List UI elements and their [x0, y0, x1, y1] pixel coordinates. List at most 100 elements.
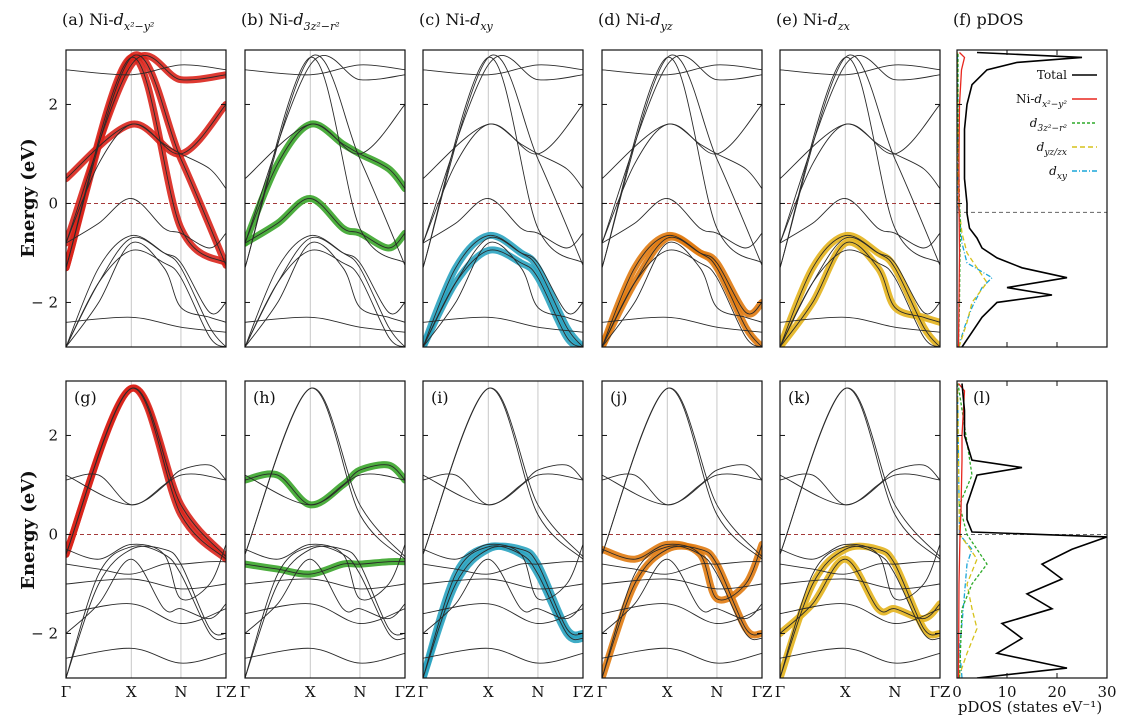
pdos-series-line	[957, 383, 978, 678]
panel-label: (e) Ni-dzx	[776, 10, 851, 33]
band-panel: (c) Ni-dxy	[419, 10, 584, 348]
band-line	[66, 198, 226, 249]
pdos-top-panel: (f) pDOS Total Ni-dx²−y² d3z²−r² dyz/zx dxy	[953, 10, 1108, 348]
pdos-series-line	[961, 383, 1107, 678]
panel-label: (a) Ni-dx²−y²	[62, 10, 154, 33]
band-line	[602, 561, 762, 575]
band-line	[780, 55, 940, 244]
pdos-xlabel: pDOS (states eV⁻¹)	[958, 698, 1102, 716]
band-line	[66, 241, 226, 347]
band-line	[780, 198, 940, 249]
panel-frame	[601, 49, 763, 348]
band-line	[780, 104, 940, 180]
legend-sub: 3z²−r²	[1037, 124, 1067, 134]
band-panel: (h) Γ X N ΓZ	[240, 380, 416, 701]
legend-text: Total	[1037, 68, 1067, 82]
band-line	[780, 236, 940, 347]
bottom-row-ylabel: Energy (eV)	[18, 470, 39, 590]
legend-label: d3z²−r²	[1030, 116, 1068, 134]
panel-label: (b) Ni-d3z²−r²	[241, 10, 340, 33]
band-line	[602, 387, 762, 557]
band-line	[602, 56, 762, 268]
panel-label: (c) Ni-dxy	[419, 10, 494, 33]
kpath-label: N	[888, 683, 901, 701]
band-line	[780, 473, 940, 506]
panel-label: (k)	[788, 388, 810, 407]
kpath-label: ΓZ	[216, 683, 237, 701]
pdos-series-line	[957, 52, 966, 347]
band-line	[245, 198, 405, 249]
top-row-panels: − 202(a) Ni-dx²−y² (b) Ni-d3z²−r² (c) Ni-d…	[31, 10, 941, 348]
band-line	[66, 123, 226, 244]
kpath-label: N	[531, 683, 544, 701]
legend-label: Total	[1037, 68, 1067, 82]
band-line	[245, 464, 405, 506]
band-line	[245, 578, 405, 590]
legend-entry: dxy	[1049, 164, 1097, 182]
kpath-label: X	[840, 683, 851, 701]
band-line	[602, 236, 762, 347]
panel-label-prefix: (d) Ni-	[598, 10, 650, 29]
pdos-xtick-label: 0	[952, 683, 962, 701]
band-line	[423, 603, 583, 624]
legend-label: Ni-dx²−y²	[1016, 92, 1067, 110]
band-line	[602, 55, 762, 244]
panel-label-sub: 3z²−r²	[304, 20, 340, 33]
pdos-panel-label: (f) pDOS	[953, 10, 1024, 29]
band-line	[780, 647, 940, 664]
band-line	[780, 123, 940, 244]
band-line	[66, 578, 226, 590]
bands-group	[423, 54, 583, 347]
band-line	[780, 54, 940, 268]
fat-band	[245, 461, 405, 509]
pdos-series-line	[957, 52, 988, 347]
band-line	[66, 104, 226, 180]
legend-entry: Total	[1037, 68, 1097, 82]
band-line	[245, 561, 405, 575]
kpath-label: ΓZ	[395, 683, 416, 701]
kpath-label: N	[174, 683, 187, 701]
pdos-frame	[956, 49, 1108, 348]
band-line	[423, 123, 583, 244]
band-line	[602, 543, 762, 601]
bands-group	[66, 51, 226, 347]
panel-label-prefix: (c) Ni-	[419, 10, 470, 29]
legend-sub: xy	[1057, 172, 1068, 182]
band-line	[66, 64, 226, 76]
band-panel: (k) Γ X N ΓZ	[775, 380, 950, 701]
band-line	[423, 64, 583, 76]
legend-label: dxy	[1049, 164, 1068, 182]
panel-label-prefix: (e) Ni-	[776, 10, 828, 29]
pdos-panel-label: (l)	[973, 388, 991, 407]
band-line	[602, 198, 762, 249]
band-line	[602, 316, 762, 333]
bands-group	[780, 387, 940, 678]
band-line	[245, 647, 405, 664]
band-line	[66, 54, 226, 268]
band-line	[245, 123, 405, 244]
bands-group	[245, 387, 405, 678]
band-line	[602, 603, 762, 624]
band-line	[780, 56, 940, 268]
band-line	[423, 387, 583, 560]
legend-entry: dyz/zx	[1037, 140, 1097, 158]
band-line	[66, 558, 226, 634]
ytick-label: 0	[48, 525, 58, 543]
band-line	[245, 241, 405, 347]
band-line	[423, 561, 583, 575]
bands-group	[66, 384, 226, 678]
panel-label-sub: x²−y²	[124, 20, 154, 33]
panel-label-sub: yz	[660, 20, 673, 33]
panel-frame	[601, 380, 763, 679]
panel-label-orbital: d	[470, 10, 480, 29]
bottom-row-panels: − 202(g)Γ X N ΓZ(h)Γ X N ΓZ(i)Γ X N ΓZ(j)Γ X N ΓZ(k)…	[31, 380, 950, 701]
band-line	[66, 387, 226, 560]
band-line	[245, 545, 405, 678]
ytick-label: 2	[48, 426, 58, 444]
band-line	[780, 603, 940, 624]
panel-label-orbital: d	[293, 10, 303, 29]
legend-sub: yz/zx	[1043, 148, 1067, 158]
band-line	[423, 558, 583, 634]
band-line	[602, 578, 762, 590]
